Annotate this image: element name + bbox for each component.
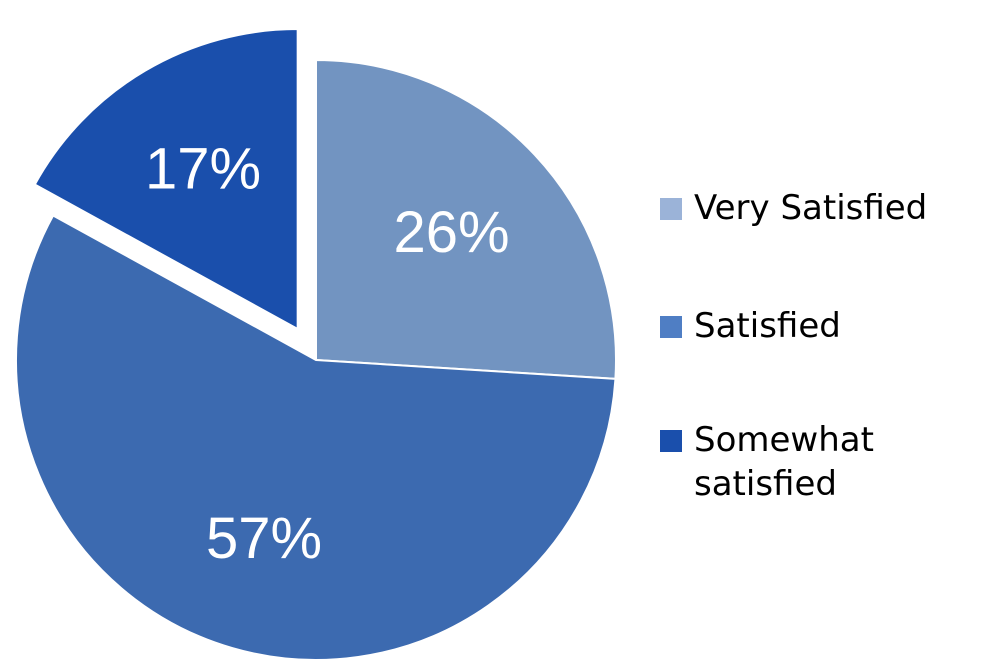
pie-chart: 26% 57% 17% [15,28,617,661]
legend-swatch-very-satisfied [660,198,682,220]
legend-swatch-somewhat-satisfied [660,430,682,452]
data-label-very-satisfied: 26% [394,200,510,265]
pie-slice-somewhat-satisfied [33,28,299,331]
pie-slice-very-satisfied [315,58,617,380]
legend-label-satisfied: Satisfied [694,306,841,346]
pie-slice-satisfied [15,214,617,661]
legend-label-somewhat-satisfied: Somewhat satisfied [694,420,874,504]
legend-swatch-satisfied [660,316,682,338]
data-label-somewhat-satisfied: 17% [145,136,261,201]
data-label-satisfied: 57% [206,506,322,571]
legend-label-very-satisfied: Very Satisfied [694,188,928,228]
